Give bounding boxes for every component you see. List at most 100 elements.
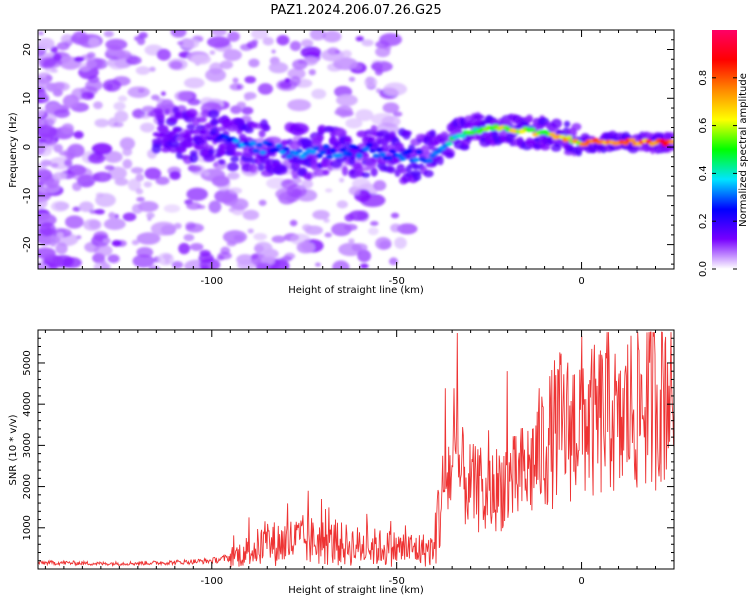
noise-blob [251,30,269,40]
noise-blob [242,209,260,221]
noise-blob [92,171,112,183]
ridge-halo [262,124,271,132]
noise-blob [262,36,274,46]
ridge-core [315,153,323,159]
noise-blob [156,48,171,61]
noise-blob [257,83,274,95]
x-tick-label: -100 [200,276,223,287]
ridge-halo [397,168,408,174]
noise-blob [65,215,84,229]
noise-blob [88,37,100,48]
ridge-halo [551,118,562,129]
noise-blob [290,76,301,87]
noise-blob [174,90,193,102]
noise-blob [200,265,209,269]
noise-blob [375,46,391,58]
noise-blob [169,171,181,180]
ridge-halo [280,166,288,174]
ridge-halo [203,154,216,162]
noise-blob [183,234,195,242]
ridge-halo [157,111,165,121]
noise-blob [67,143,85,158]
noise-blob [324,232,332,238]
noise-blob [107,166,127,181]
noise-blob [141,114,151,119]
noise-blob [388,257,399,266]
ridge-core [468,130,476,135]
colorbar-bar [712,30,737,269]
ridge-halo [429,129,437,138]
noise-blob [359,263,369,269]
noise-blob [281,256,293,262]
ridge-core [565,135,573,140]
noise-blob [44,52,56,58]
x-tick-label: 0 [578,276,584,287]
noise-blob [112,76,131,86]
noise-blob [114,177,129,186]
noise-blob [287,99,312,112]
noise-blob [144,167,162,180]
noise-blob [93,261,111,269]
noise-blob [53,143,63,153]
ridge-halo [207,109,220,119]
y-tick-label: 5000 [22,350,33,375]
noise-blob [348,238,355,244]
ridge-halo [370,125,378,133]
ridge-halo [244,126,254,134]
ridge-halo [472,114,485,120]
ridge-core [389,148,397,154]
noise-blob [114,110,129,123]
noise-blob [46,114,57,124]
noise-blob [127,86,150,98]
noise-blob [148,265,161,269]
ridge-core [335,152,343,158]
y-tick-label: -10 [22,188,33,204]
ridge-core [345,151,353,157]
noise-blob [300,39,314,48]
ridge-halo [172,106,180,114]
ridge-halo [186,108,198,118]
ridge-core [658,138,666,144]
ridge-halo [335,128,347,138]
noise-blob [289,219,298,227]
noise-blob [219,60,234,70]
noise-blob [300,46,322,59]
noise-blob [55,242,68,255]
noise-blob [122,159,133,169]
ridge-halo [370,167,378,177]
noise-blob [179,38,200,49]
ridge-halo [307,139,314,146]
noise-blob [64,159,73,167]
noise-blob [322,30,342,43]
noise-blob [336,94,358,107]
noise-blob [91,143,113,155]
ridge-halo [209,118,219,126]
noise-blob [138,31,148,39]
ridge-halo [249,163,258,173]
ridge-core [425,158,433,163]
noise-blob [61,123,74,134]
ridge-core [172,127,180,133]
ridge-halo [571,122,582,131]
ridge-halo [402,130,412,136]
ridge-halo [444,151,455,159]
ridge-core [282,146,290,152]
noise-blob [315,262,321,267]
noise-blob [248,58,260,68]
noise-blob [333,57,358,71]
noise-blob [189,242,204,251]
ridge-halo [550,144,562,152]
noise-blob [348,210,369,221]
noise-blob [292,59,308,70]
noise-blob [135,173,145,182]
x-tick-label: -50 [389,576,405,587]
ridge-core [355,153,363,158]
noise-blob [39,222,56,237]
ridge-halo [522,116,533,122]
noise-blob [139,122,155,133]
ridge-halo [649,144,656,155]
noise-blob [137,201,159,212]
noise-blob [170,30,187,38]
noise-blob [271,235,286,243]
